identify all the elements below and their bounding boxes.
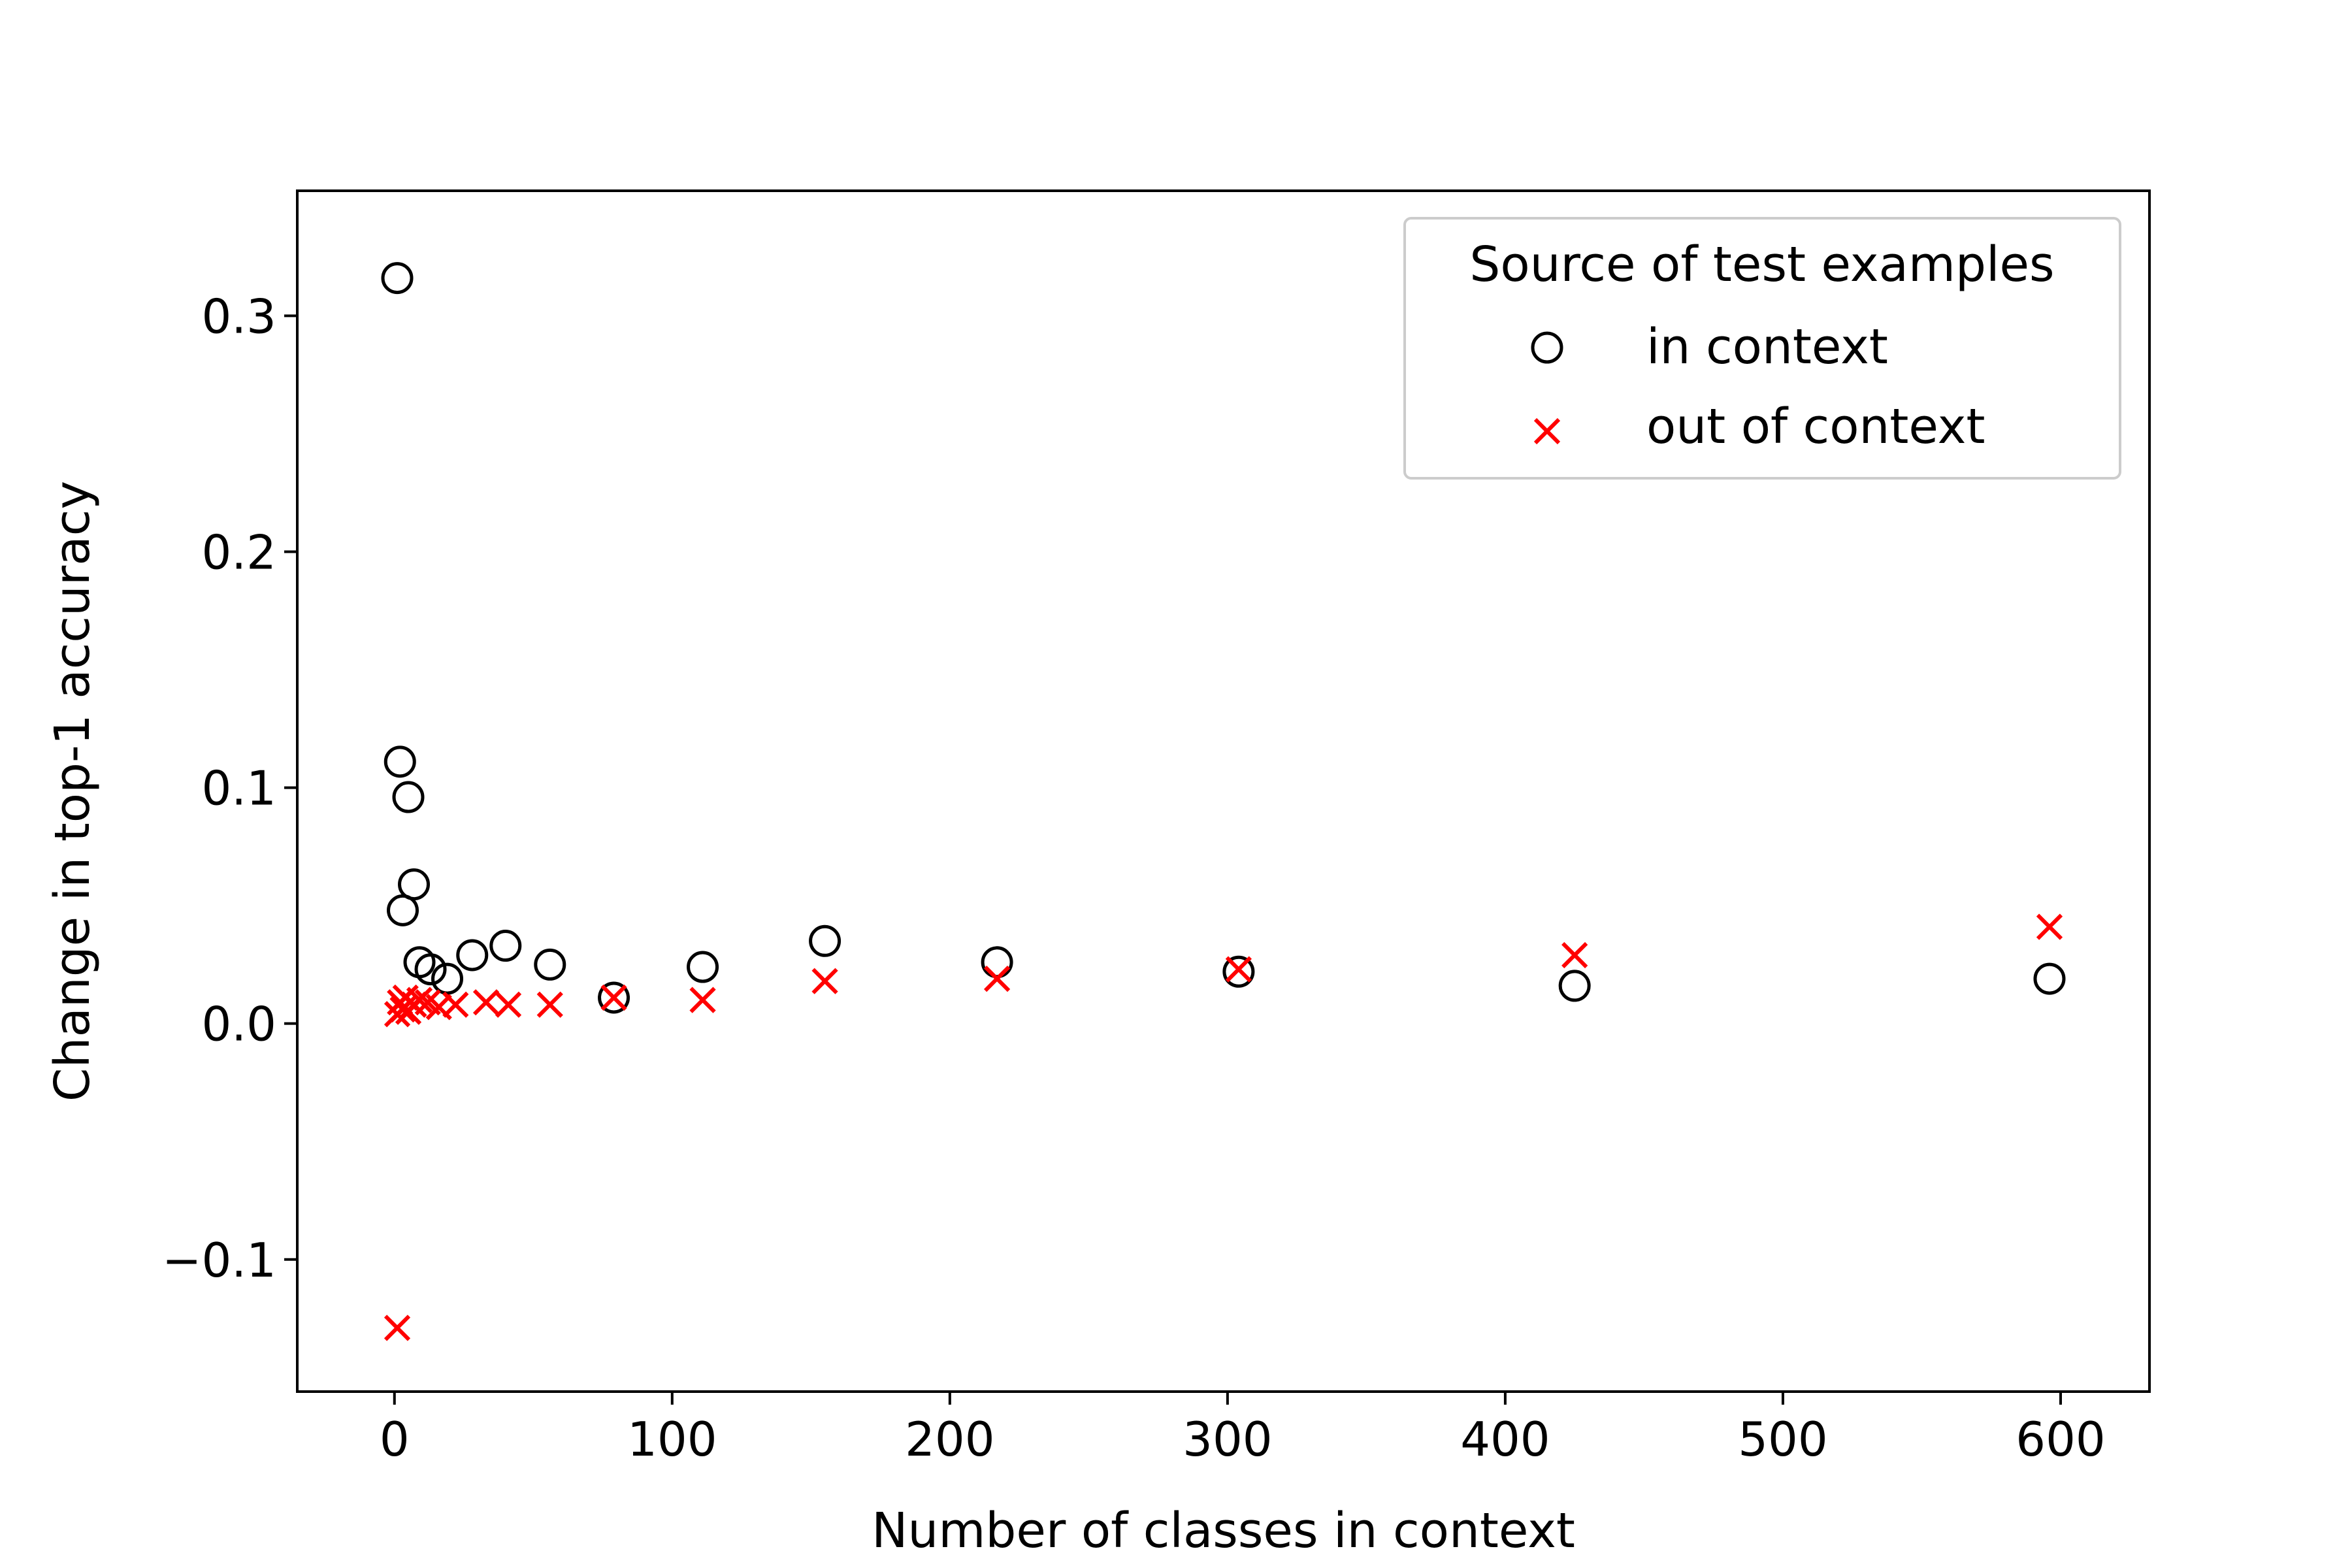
legend-marker-out-of-context [1533, 417, 1561, 445]
y-axis-label: Change in top-1 accuracy [44, 481, 101, 1102]
data-point-in-context [431, 962, 464, 995]
data-point-in-context [534, 948, 566, 981]
data-point-in-context [1222, 955, 1255, 988]
data-point-out-of-context [2036, 913, 2063, 940]
data-point-out-of-context [983, 965, 1011, 992]
data-point-in-context [387, 894, 419, 926]
legend-title: Source of test examples [1469, 237, 2054, 293]
data-point-in-context [809, 924, 841, 957]
y-tick-label: 0.3 [201, 289, 276, 344]
y-tick-label: 0.0 [201, 997, 276, 1052]
data-point-in-context [381, 262, 414, 295]
data-point-in-context [2033, 962, 2066, 995]
data-point-out-of-context [600, 984, 627, 1011]
x-tick-label: 500 [1738, 1412, 1827, 1467]
data-point-out-of-context [689, 987, 716, 1013]
legend-label-out-of-context: out of context [1646, 399, 1985, 455]
data-point-out-of-context [811, 968, 838, 994]
data-point-in-context [489, 930, 522, 962]
x-tick-label: 400 [1460, 1412, 1550, 1467]
data-point-in-context [1558, 970, 1591, 1002]
data-point-in-context [414, 953, 447, 986]
x-tick-label: 0 [380, 1412, 410, 1467]
x-axis-ticks: 0 100 200 300 400 500 600 [380, 1392, 2106, 1467]
legend-cross-marker [1533, 417, 1561, 445]
data-point-in-context [687, 951, 719, 983]
data-point-out-of-context [495, 991, 522, 1018]
legend-circle-marker [1531, 331, 1563, 364]
x-axis-label: Number of classes in context [872, 1503, 1575, 1559]
x-tick-label: 200 [905, 1412, 994, 1467]
y-axis-ticks: −0.1 0.0 0.1 0.2 0.3 [162, 289, 297, 1288]
data-point-in-context [598, 981, 630, 1014]
x-tick-label: 100 [627, 1412, 717, 1467]
legend-marker-in-context [1531, 331, 1563, 364]
x-tick-label: 600 [2016, 1412, 2105, 1467]
legend-box [1403, 217, 2121, 480]
y-tick-label: −0.1 [162, 1233, 276, 1288]
data-point-in-context [384, 745, 416, 778]
data-point-in-context [398, 868, 431, 901]
data-point-out-of-context [406, 987, 433, 1013]
y-tick-label: 0.1 [201, 761, 276, 816]
plot-area-frame [296, 189, 2151, 1393]
data-point-in-context [392, 781, 425, 813]
x-tick-label: 300 [1183, 1412, 1272, 1467]
series-out-of-context [384, 913, 2063, 1341]
data-point-out-of-context [472, 989, 500, 1016]
legend-label-in-context: in context [1646, 319, 1888, 375]
data-point-out-of-context [1561, 941, 1588, 969]
data-point-in-context [456, 939, 489, 972]
data-point-out-of-context [442, 991, 469, 1018]
legend: Source of test examples in context out o… [1403, 217, 2121, 480]
data-point-out-of-context [536, 991, 563, 1018]
y-tick-label: 0.2 [201, 525, 276, 580]
series-in-context [381, 262, 2066, 1014]
data-point-out-of-context [384, 1315, 411, 1341]
data-point-out-of-context [1225, 956, 1252, 983]
